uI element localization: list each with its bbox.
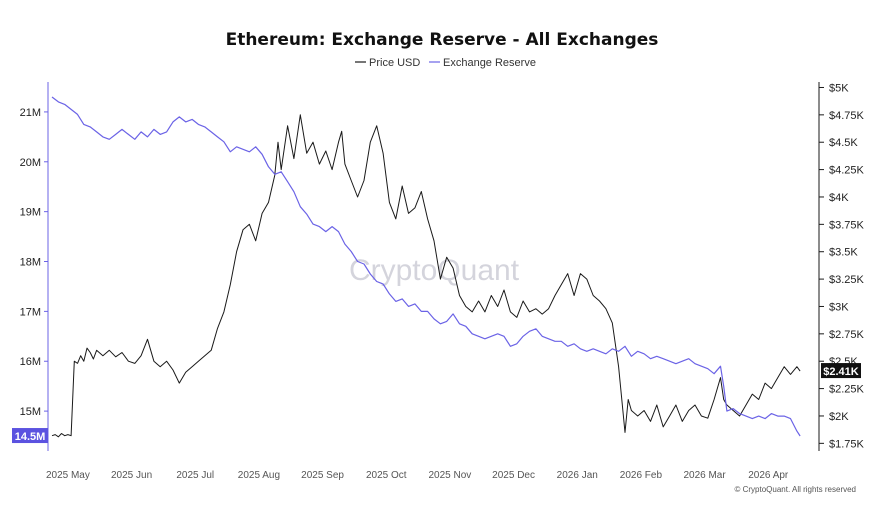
right-tick-label: $1.75K	[829, 438, 865, 450]
left-tick-label: 18M	[20, 257, 41, 269]
x-tick-label: 2026 Jan	[557, 470, 598, 481]
right-tick-label: $2K	[829, 411, 849, 423]
x-tick-label: 2026 Feb	[620, 470, 663, 481]
x-tick-label: 2026 Apr	[748, 470, 789, 481]
left-axis-ticks: 15M 16M 17M 18M 19M 20M 21M	[20, 107, 48, 418]
x-tick-label: 2025 Jul	[176, 470, 214, 481]
x-tick-label: 2026 Mar	[683, 470, 726, 481]
x-tick-label: 2025 Sep	[301, 470, 344, 481]
left-tick-label: 19M	[20, 207, 41, 219]
right-tick-label: $3.75K	[829, 219, 865, 231]
right-tick-label: $2.25K	[829, 384, 865, 396]
right-tick-label: $4K	[829, 192, 849, 204]
reserve-last-value-badge: 14.5M	[12, 428, 48, 444]
right-tick-label: $3.25K	[829, 274, 865, 286]
right-tick-label: $3.5K	[829, 247, 858, 259]
legend-label-price[interactable]: Price USD	[369, 57, 420, 69]
right-tick-label: $4.25K	[829, 165, 865, 177]
left-tick-label: 20M	[20, 157, 41, 169]
x-tick-label: 2025 Nov	[429, 470, 472, 481]
copyright-text: © CryptoQuant. All rights reserved	[735, 485, 857, 494]
left-tick-label: 15M	[20, 406, 41, 418]
x-tick-label: 2025 Jun	[111, 470, 152, 481]
legend: Price USD Exchange Reserve	[355, 57, 536, 69]
right-axis-ticks: $1.75K$2K$2.25K$2.5K$2.75K$3K$3.25K$3.5K…	[819, 82, 865, 450]
series-line-price	[51, 114, 801, 438]
right-tick-label: $5K	[829, 82, 849, 94]
watermark: CryptoQuant	[349, 254, 520, 287]
left-tick-label: 21M	[20, 107, 41, 119]
price-last-value-badge: $2.41K	[821, 363, 861, 379]
x-tick-label: 2025 May	[46, 470, 90, 481]
x-tick-label: 2025 Aug	[238, 470, 280, 481]
chart-title: Ethereum: Exchange Reserve - All Exchang…	[226, 30, 659, 50]
left-tick-label: 17M	[20, 306, 41, 318]
x-axis-ticks: 2025 May 2025 Jun 2025 Jul 2025 Aug 2025 Sep…	[46, 470, 789, 481]
right-tick-label: $4.75K	[829, 110, 865, 122]
svg-text:14.5M: 14.5M	[15, 431, 46, 443]
x-tick-label: 2025 Oct	[366, 470, 407, 481]
right-tick-label: $4.5K	[829, 137, 858, 149]
series-line-reserve	[51, 96, 801, 437]
legend-label-reserve[interactable]: Exchange Reserve	[443, 57, 536, 69]
right-tick-label: $2.75K	[829, 329, 865, 341]
right-tick-label: $3K	[829, 301, 849, 313]
x-tick-label: 2025 Dec	[492, 470, 535, 481]
left-tick-label: 16M	[20, 356, 41, 368]
svg-text:$2.41K: $2.41K	[823, 366, 859, 378]
